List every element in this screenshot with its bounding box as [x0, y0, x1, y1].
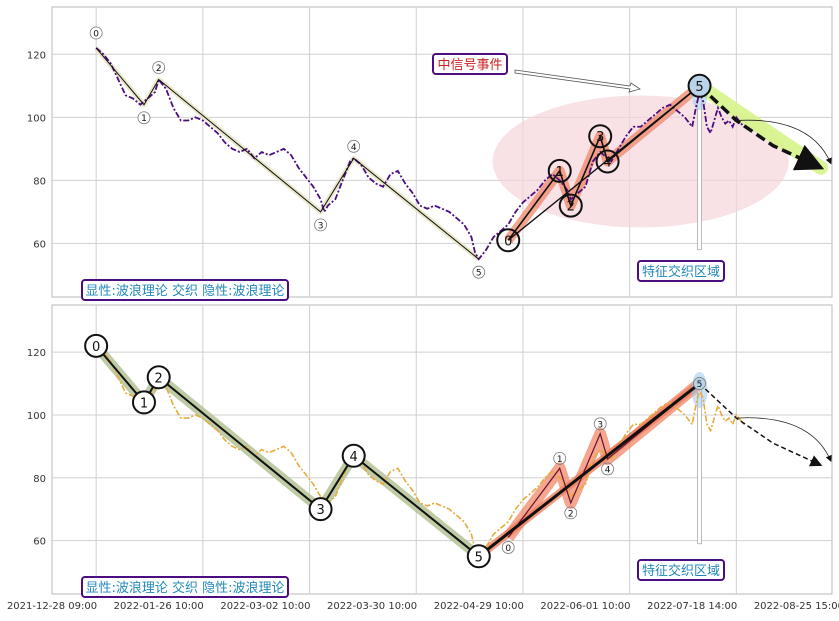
- y-tick-label: 80: [33, 474, 46, 485]
- impulse-line: [507, 85, 701, 241]
- wave-label: 0: [92, 340, 100, 355]
- wave-marker: [146, 365, 171, 390]
- wave-marker: [152, 61, 166, 74]
- wave-marker: [131, 390, 156, 415]
- wave-label: 3: [316, 503, 324, 518]
- signal-event-callout-box: [432, 53, 508, 75]
- price-series-line: [95, 345, 745, 558]
- wave-marker: [347, 139, 361, 153]
- x-tick-label: 2022-07-18 14:00: [647, 601, 737, 612]
- forecast-curve: [736, 417, 832, 462]
- impulse-marker: [593, 417, 607, 431]
- wave-marker: [466, 544, 491, 569]
- impulse-marker: [496, 228, 521, 253]
- impulse-marker: [558, 193, 583, 218]
- x-tick-label: 2022-04-29 10:00: [434, 601, 524, 612]
- panel-top: 60 80 100 120 0 1 2 3 4 5 0 1 2 3 4 5 中信号事件特征交织区域显性:波浪理论…: [27, 6, 833, 301]
- wave-label: 3: [318, 221, 324, 231]
- impulse-marker: [588, 124, 613, 149]
- wave-marker: [84, 333, 109, 358]
- impulse-trend-line: [507, 85, 700, 241]
- impulse-marker: [595, 149, 620, 174]
- wave-label: 2: [155, 371, 163, 386]
- feature-zone-callout-box: [637, 559, 725, 581]
- impulse-line: [507, 383, 700, 538]
- signal-event-callout-text: 中信号事件: [437, 58, 502, 73]
- y-tick-label: 100: [27, 411, 46, 422]
- impulse-marker: [693, 377, 706, 390]
- forecast-curve: [736, 119, 832, 165]
- impulse-label: 1: [556, 165, 564, 180]
- impulse-label: 3: [597, 420, 603, 430]
- plot-area: [51, 304, 833, 595]
- impulse-label: 4: [605, 465, 611, 475]
- wave-label: 0: [93, 29, 99, 39]
- impulse-trend-line: [477, 382, 701, 558]
- feature-zone-callout-text: 特征交织区域: [642, 563, 720, 579]
- wave-marker: [137, 111, 151, 125]
- y-tick-label: 80: [33, 176, 46, 187]
- wave-label: 1: [140, 396, 148, 411]
- wave-marker: [308, 497, 333, 522]
- impulse-label: 0: [505, 544, 511, 554]
- wave-label: 2: [156, 64, 162, 74]
- x-tick-label: 2022-08-25 15:00: [754, 601, 839, 612]
- impulse-label: 1: [557, 455, 563, 465]
- wave-marker: [472, 265, 486, 279]
- wave-label: 4: [350, 450, 358, 465]
- price-series-line: [95, 47, 745, 261]
- y-tick-label: 60: [33, 537, 46, 548]
- forecast-line: [698, 84, 825, 171]
- impulse-label: 2: [567, 200, 575, 215]
- impulse-marker: [501, 541, 515, 554]
- explicit-implicit-callout-text: 显性:波浪理论 交织 隐性:波浪理论: [85, 283, 284, 299]
- signal-event-arrow: [514, 69, 641, 93]
- forecast-line: [699, 382, 823, 467]
- wave-label: 5: [476, 269, 482, 279]
- impulse-label: 3: [596, 130, 604, 145]
- wave-line: [95, 345, 480, 558]
- impulse-label: 4: [603, 155, 611, 170]
- x-tick-label: 2022-01-26 10:00: [114, 601, 204, 612]
- impulse-marker: [601, 462, 614, 476]
- wave-marker: [89, 26, 103, 40]
- x-tick-label: 2022-03-02 10:00: [220, 601, 310, 612]
- impulse-label: 5: [697, 380, 703, 390]
- x-tick-label: 2021-12-28 09:00: [7, 601, 97, 612]
- y-tick-label: 60: [33, 239, 46, 250]
- impulse-label: 5: [695, 80, 703, 95]
- wave-marker: [341, 443, 366, 468]
- explicit-implicit-callout-text: 显性:波浪理论 交织 隐性:波浪理论: [85, 580, 284, 596]
- x-tick-label: 2022-06-01 10:00: [540, 601, 630, 612]
- explicit-implicit-callout-box: [81, 576, 289, 598]
- wave-marker: [314, 218, 327, 232]
- y-tick-label: 120: [27, 348, 46, 359]
- x-tick-label: 2022-03-30 10:00: [327, 601, 417, 612]
- impulse-label: 0: [504, 234, 512, 249]
- feature-zone-callout-box: [637, 260, 725, 282]
- wave-label: 1: [141, 114, 147, 124]
- impulse-label: 2: [568, 509, 574, 519]
- y-tick-label: 100: [27, 113, 46, 124]
- wave-label: 4: [351, 143, 357, 153]
- impulse-marker: [564, 506, 578, 520]
- impulse-marker: [687, 73, 712, 98]
- y-tick-label: 120: [27, 50, 46, 61]
- feature-zone-callout-text: 特征交织区域: [642, 264, 720, 280]
- impulse-marker: [547, 158, 572, 183]
- impulse-marker: [553, 451, 567, 465]
- wave-line: [95, 47, 480, 260]
- wave-label: 5: [475, 550, 483, 565]
- explicit-implicit-callout-box: [81, 279, 289, 301]
